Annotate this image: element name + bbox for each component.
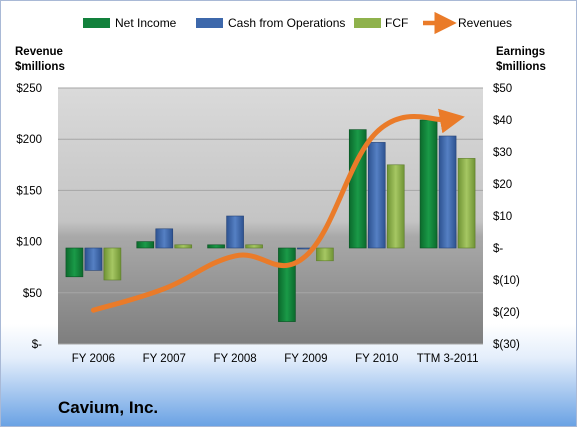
legend-label-revenues: Revenues xyxy=(458,16,512,30)
left-axis-title-line1: Revenue xyxy=(15,46,63,58)
legend-label-cash-from-operations: Cash from Operations xyxy=(228,16,345,30)
revenues-line-series xyxy=(90,108,465,313)
plot-area xyxy=(58,88,483,344)
legend-label-net-income: Net Income xyxy=(115,16,177,30)
company-name: Cavium, Inc. xyxy=(58,398,158,417)
left-axis-tick-label: $250 xyxy=(16,83,42,95)
left-axis-tick-label: $200 xyxy=(16,134,42,146)
right-axis-tick-label: $(20) xyxy=(493,307,520,319)
legend-label-fcf: FCF xyxy=(385,16,408,30)
bar-cash-from-operations xyxy=(226,215,244,249)
left-axis-tick-label: $150 xyxy=(16,185,42,197)
right-axis-ticks: $(30) $(20) $(10) $- $10 $20 $30 $40 $50 xyxy=(493,83,520,351)
right-axis-title-line2: $millions xyxy=(496,61,546,73)
left-axis-tick-label: $50 xyxy=(23,288,42,300)
left-axis-tick-label: $- xyxy=(32,339,42,351)
right-axis-tick-label: $30 xyxy=(493,147,512,159)
right-axis-tick-label: $10 xyxy=(493,211,512,223)
bar-fcf xyxy=(174,244,193,249)
left-axis-tick-label: $100 xyxy=(16,237,42,249)
bar-net-income xyxy=(207,244,225,249)
bar-cash-from-operations xyxy=(155,228,174,249)
category-label: TTM 3-2011 xyxy=(417,353,479,365)
category-label: FY 2008 xyxy=(213,353,256,365)
category-label: FY 2007 xyxy=(143,353,186,365)
bar-fcf xyxy=(103,247,122,281)
right-axis-tick-label: $- xyxy=(493,243,503,255)
left-axis-title-line2: $millions xyxy=(15,61,65,73)
revenue-line xyxy=(90,108,465,313)
category-axis-labels: FY 2006 FY 2007 FY 2008 FY 2009 FY 2010 TTM 3… xyxy=(72,353,479,365)
bar-net-income xyxy=(348,129,367,249)
category-label: FY 2006 xyxy=(72,353,115,365)
right-axis-tick-label: $50 xyxy=(493,83,512,95)
gridlines xyxy=(58,87,483,345)
left-axis-ticks: $- $50 $100 $150 $200 $250 xyxy=(16,83,42,351)
right-axis-tick-label: $40 xyxy=(493,115,512,127)
bar-net-income xyxy=(278,247,296,322)
category-label: FY 2009 xyxy=(284,353,327,365)
bar-fcf xyxy=(245,244,263,249)
bar-cash-from-operations xyxy=(84,247,103,271)
legend: Net Income Cash from Operations FCF Reve… xyxy=(83,11,512,35)
legend-swatch-cash-from-operations xyxy=(196,18,223,28)
bar-net-income xyxy=(65,247,84,278)
right-axis-title-line1: Earnings xyxy=(496,46,545,58)
bar-fcf xyxy=(386,164,405,249)
bar-cash-from-operations xyxy=(438,135,457,249)
bar-fcf xyxy=(316,247,334,262)
bar-net-income xyxy=(419,119,438,249)
bar-fcf xyxy=(457,158,476,249)
right-axis-tick-label: $(30) xyxy=(493,339,520,351)
right-axis-tick-label: $(10) xyxy=(493,275,520,287)
right-axis-tick-label: $20 xyxy=(493,179,512,191)
legend-swatch-net-income xyxy=(83,18,110,28)
category-label: FY 2010 xyxy=(355,353,398,365)
bar-net-income xyxy=(136,241,155,249)
bar-cash-from-operations xyxy=(367,142,386,249)
legend-swatch-fcf xyxy=(354,18,381,28)
